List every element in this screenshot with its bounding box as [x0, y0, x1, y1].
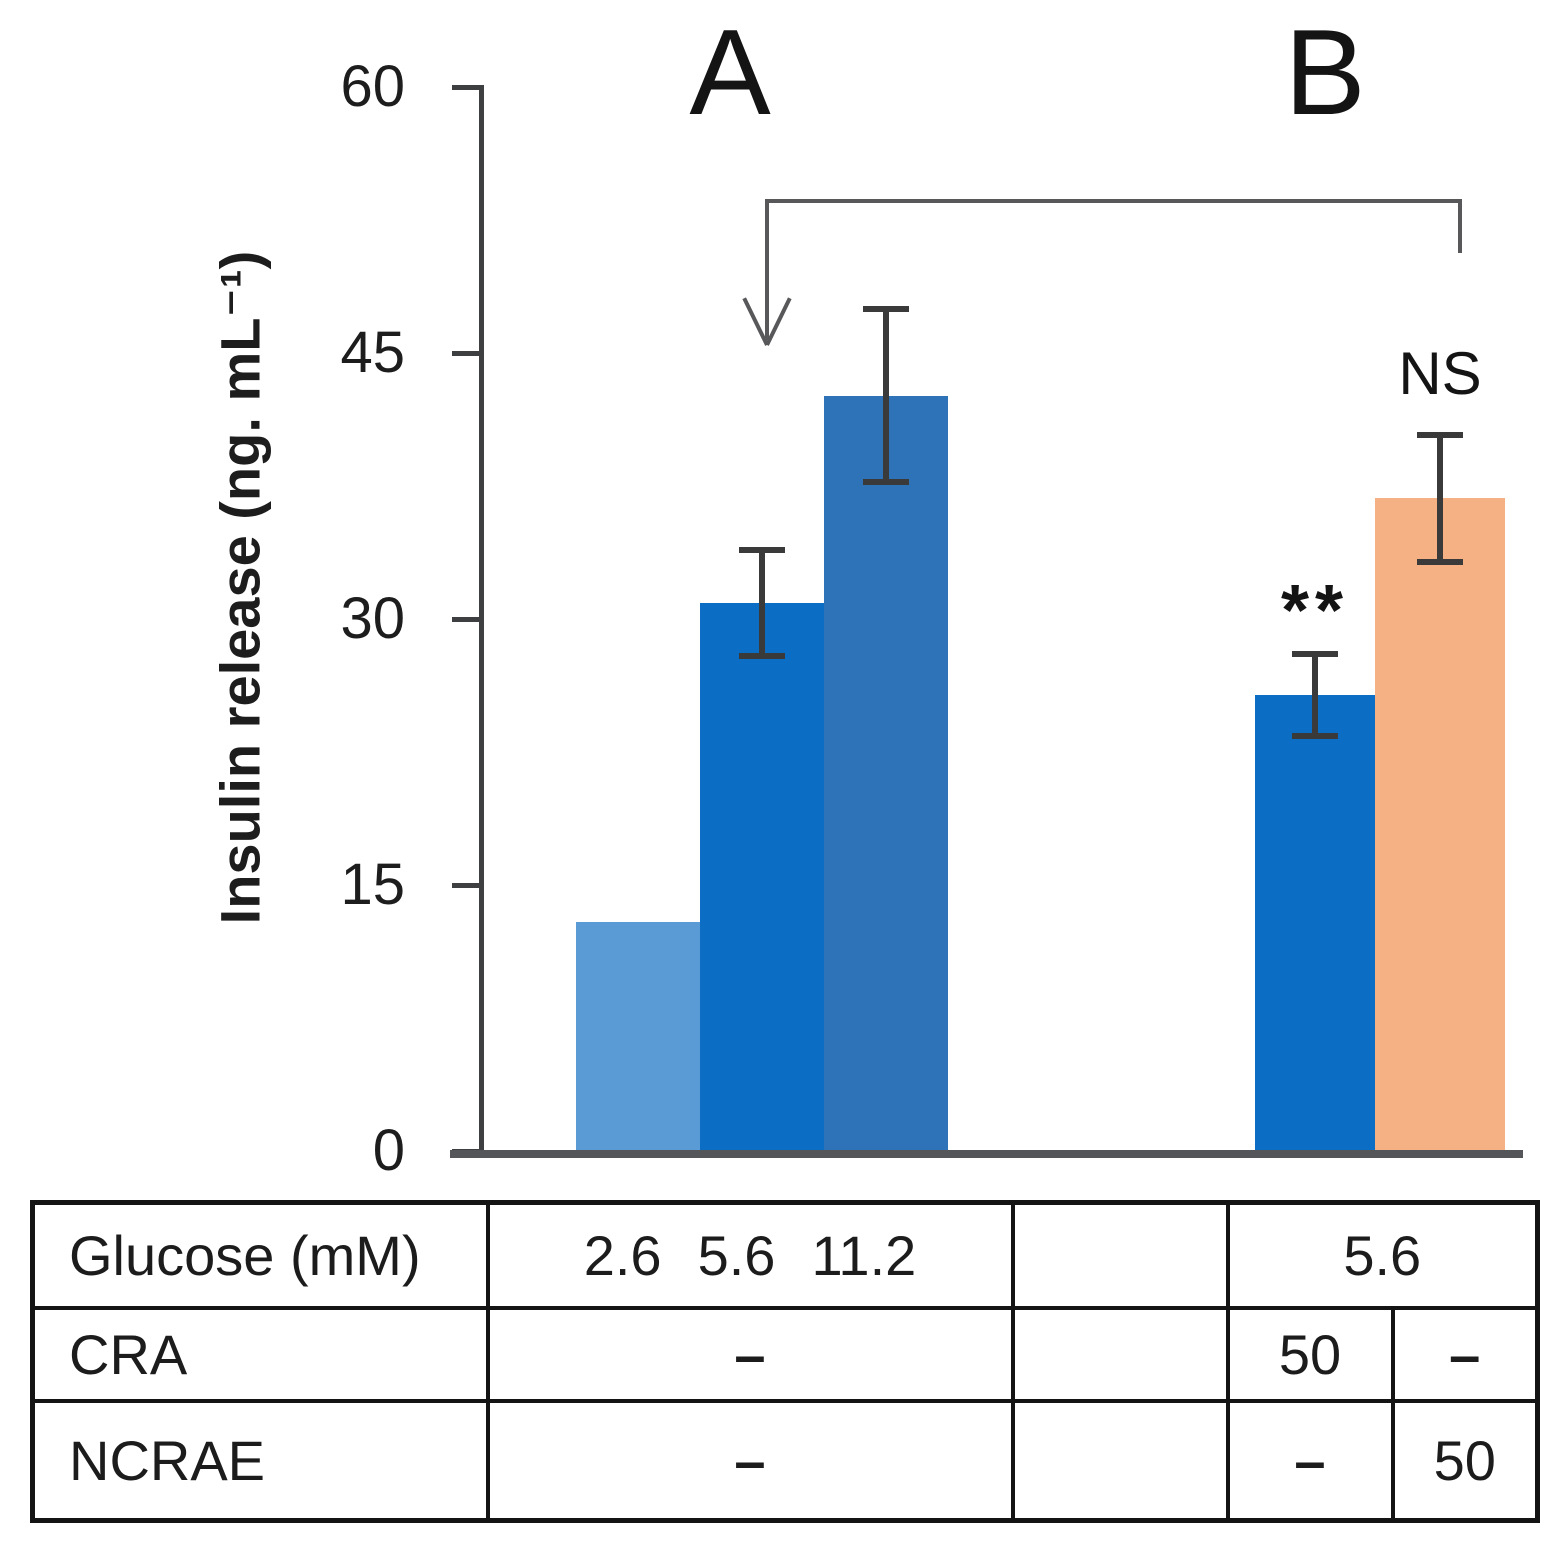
error-bar-cap-top — [1417, 431, 1463, 438]
table-row-cra: CRA – 50 – — [30, 1305, 1540, 1403]
error-bar-line — [759, 549, 765, 657]
y-tick-mark-45 — [452, 351, 482, 356]
comparison-bracket-left-drop — [765, 199, 769, 340]
table-row-ncrae: NCRAE – – 50 — [30, 1398, 1540, 1523]
table-row-glucose: Glucose (mM) 2.6 5.6 11.2 5.6 — [30, 1200, 1540, 1310]
glucose-a-value-3: 11.2 — [811, 1223, 917, 1287]
panel-a-label: A — [689, 4, 771, 140]
row-label-cra: CRA — [30, 1305, 490, 1403]
cra-a-cell: – — [485, 1305, 1015, 1403]
ncrae-b-value-1: – — [1294, 1428, 1326, 1492]
y-tick-label-15: 15 — [340, 852, 405, 917]
bar-glucose-5.6-ncrae-50 — [1375, 498, 1505, 1151]
y-tick-label-45: 45 — [340, 320, 405, 385]
error-bar-line — [1312, 654, 1318, 737]
error-bar-cap-top — [739, 546, 785, 553]
ns-label: NS — [1398, 339, 1482, 407]
error-bar-cap-bottom — [1292, 733, 1338, 740]
table-cell-empty — [1010, 1398, 1230, 1523]
bar-glucose-5.6 — [700, 603, 824, 1151]
error-bar-cap-bottom — [863, 479, 909, 486]
glucose-a-value-2: 5.6 — [697, 1223, 776, 1287]
y-tick-label-30: 30 — [340, 586, 405, 651]
error-bar-cap-bottom — [1417, 559, 1463, 566]
significance-stars-label: ** — [1280, 571, 1350, 652]
ncrae-a-cell: – — [485, 1398, 1015, 1523]
error-bar-cap-top — [1292, 651, 1338, 658]
y-tick-mark-15 — [452, 883, 482, 888]
ncrae-b-cell-2: 50 — [1390, 1398, 1540, 1523]
error-bar-line — [1437, 434, 1443, 563]
ncrae-a-value: – — [734, 1428, 766, 1492]
glucose-a-cell: 2.6 5.6 11.2 — [485, 1200, 1015, 1310]
error-bar-cap-top — [863, 305, 909, 312]
cra-b-cell-2: – — [1390, 1305, 1540, 1403]
bar-glucose-11.2 — [824, 395, 948, 1151]
glucose-a-value-1: 2.6 — [583, 1223, 662, 1287]
panel-b-label: B — [1284, 4, 1366, 140]
conditions-table: Glucose (mM) 2.6 5.6 11.2 5.6 CRA – 50 –… — [30, 1200, 1541, 1523]
cra-b-value-2: – — [1449, 1322, 1481, 1386]
comparison-bracket-right-tick — [1458, 199, 1462, 253]
row-label-glucose: Glucose (mM) — [30, 1200, 490, 1310]
ncrae-b-cell-1: – — [1225, 1398, 1395, 1523]
cra-b-cell-1: 50 — [1225, 1305, 1395, 1403]
y-tick-mark-30 — [452, 617, 482, 622]
bar-glucose-5.6-cra-50 — [1255, 695, 1375, 1151]
table-cell-empty — [1010, 1305, 1230, 1403]
x-axis-baseline — [450, 1150, 1523, 1158]
table-cell-empty — [1010, 1200, 1230, 1310]
error-bar-cap-bottom — [739, 653, 785, 660]
y-tick-label-0: 0 — [372, 1118, 405, 1183]
bar-glucose-2.6 — [576, 922, 700, 1151]
y-tick-mark-60 — [452, 85, 482, 90]
y-tick-label-60: 60 — [340, 54, 405, 119]
glucose-b-cell: 5.6 — [1225, 1200, 1540, 1310]
error-bar-line — [883, 308, 889, 483]
down-arrow-icon — [765, 297, 792, 346]
cra-a-value: – — [734, 1322, 766, 1386]
row-label-ncrae: NCRAE — [30, 1398, 490, 1523]
comparison-bracket-line — [765, 199, 1462, 203]
